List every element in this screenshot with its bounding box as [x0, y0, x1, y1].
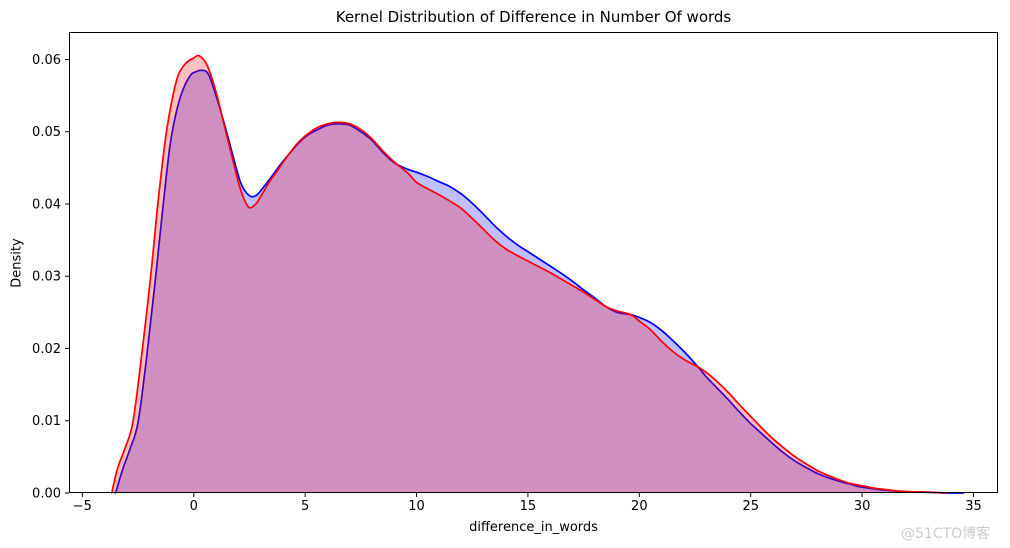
x-axis-label: difference_in_words [469, 520, 598, 535]
y-tick-label: 0.05 [32, 125, 61, 140]
x-tick-label: 35 [965, 499, 982, 514]
x-tick-label: 0 [190, 499, 198, 514]
kde-curve-blue_kde [114, 69, 965, 494]
x-tick-label: 15 [520, 499, 537, 514]
x-tick-label: 10 [408, 499, 425, 514]
x-tick-label: 25 [742, 499, 759, 514]
kde-area-blue_kde [115, 70, 964, 493]
x-tick-label: 5 [301, 499, 309, 514]
x-tick-label: −5 [73, 499, 92, 514]
y-tick-label: 0.02 [32, 342, 61, 357]
x-tick-label: 30 [854, 499, 871, 514]
y-tick-label: 0.01 [32, 414, 61, 429]
chart-title: Kernel Distribution of Difference in Num… [335, 8, 732, 26]
watermark: @51CTO博客 [901, 526, 991, 542]
kde-area-red_kde [111, 55, 947, 494]
plot-area-border [69, 32, 998, 493]
y-tick-label: 0.00 [32, 487, 61, 502]
y-axis-label: Density [9, 238, 25, 288]
x-tick-label: 20 [631, 499, 648, 514]
y-tick-label: 0.06 [32, 53, 61, 68]
kde-curve-red_kde [110, 54, 948, 494]
y-tick-label: 0.04 [32, 197, 61, 212]
y-tick-label: 0.03 [32, 270, 61, 285]
